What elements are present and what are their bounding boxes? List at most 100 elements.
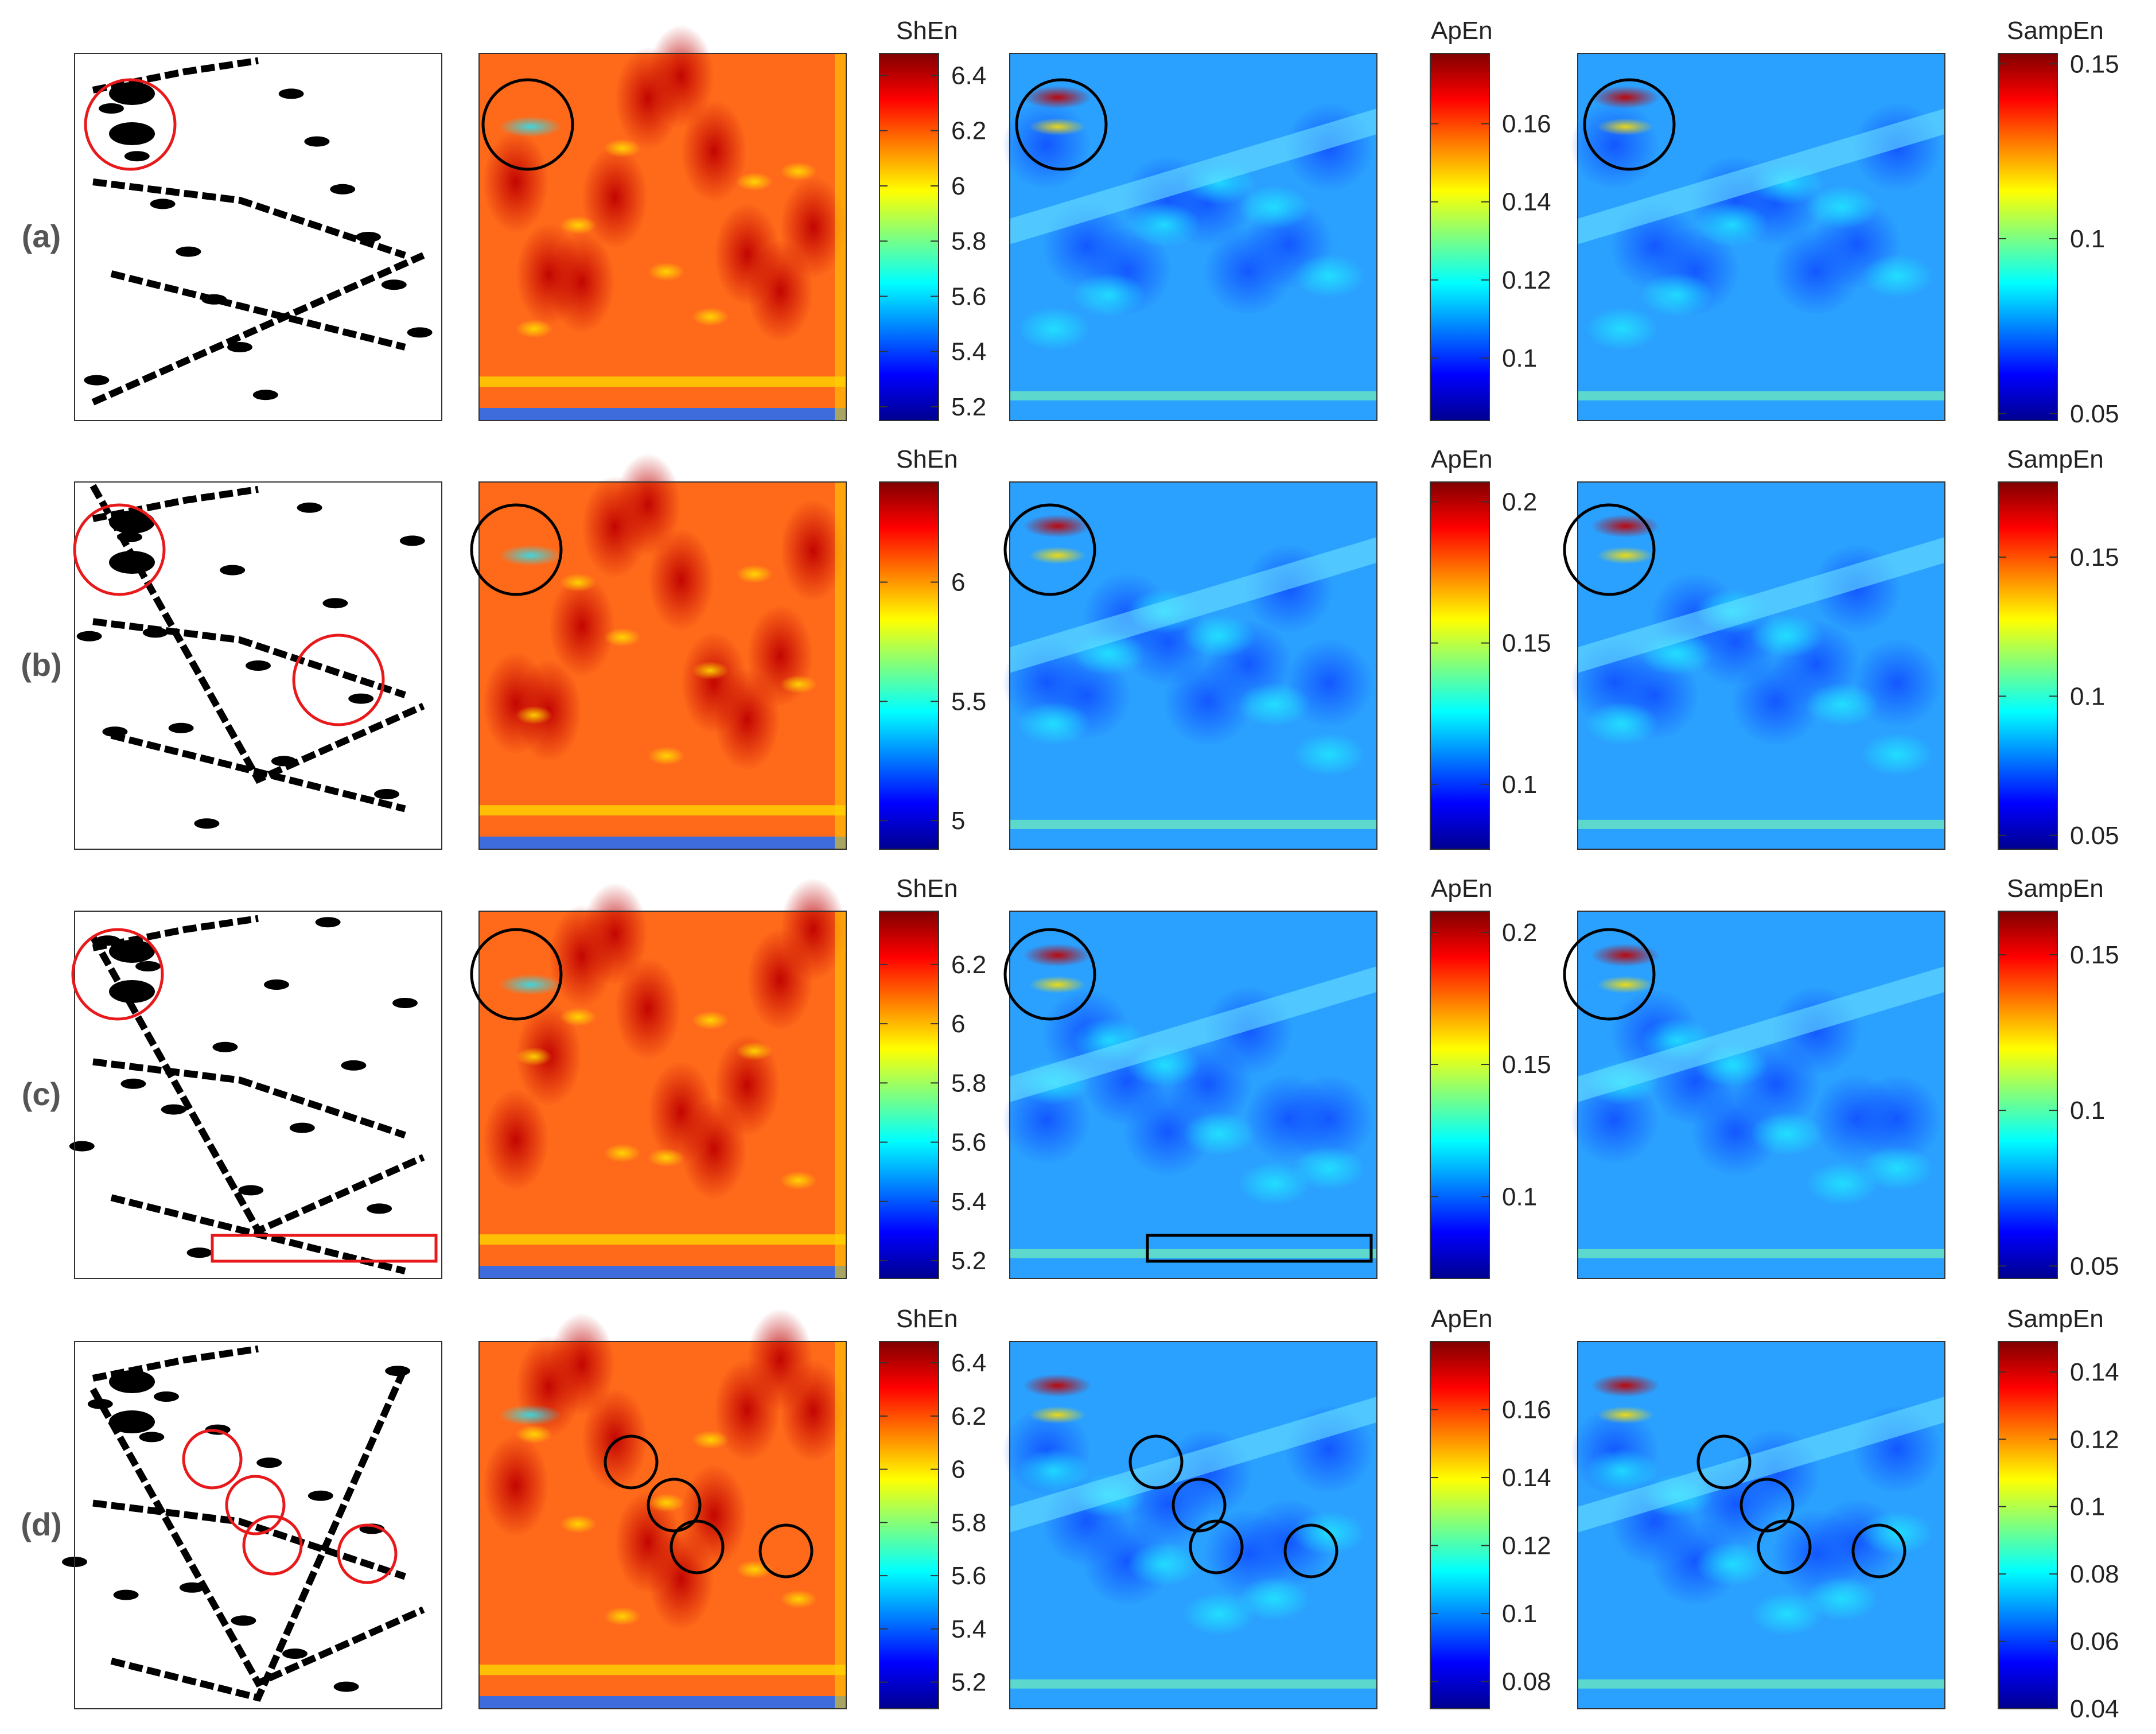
cyan-region <box>1805 1161 1879 1206</box>
binary-blob <box>227 342 252 352</box>
binary-streak <box>91 252 425 406</box>
hot-region <box>614 957 681 1060</box>
cyan-region <box>1640 273 1714 317</box>
colorbar-tick-label: 0.06 <box>2070 1628 2119 1656</box>
highlight-circle <box>1696 1434 1752 1490</box>
warm-streak <box>604 139 641 158</box>
cool-streak <box>499 1405 562 1425</box>
highlight-circle <box>470 928 563 1021</box>
binary-panel <box>69 911 442 1279</box>
colorbar-tick-label: 6 <box>951 1010 965 1038</box>
hot-region <box>681 1464 748 1567</box>
cool-region <box>1853 1075 1941 1163</box>
warm-streak <box>516 1425 552 1444</box>
warm-band <box>479 805 846 816</box>
highlight-circle <box>1172 1478 1227 1533</box>
warm-band <box>479 376 846 387</box>
warm-streak <box>1597 118 1655 135</box>
binary-blob <box>99 103 124 114</box>
warm-streak <box>780 675 817 694</box>
binary-streak <box>110 1366 408 1702</box>
cyan-region <box>1750 613 1824 658</box>
colorbar-title-apen: ApEn <box>1431 874 1493 903</box>
highlight-circle <box>604 1434 659 1490</box>
binary-streak <box>110 270 406 351</box>
warm-streak <box>1597 976 1655 993</box>
warm-streak <box>559 573 597 592</box>
warm-streak <box>648 262 685 281</box>
highlight-box <box>211 1234 438 1263</box>
colorbar-tick-label: 0.08 <box>1502 1668 1551 1696</box>
binary-blob <box>399 535 425 546</box>
cyan-region <box>1237 1161 1311 1206</box>
diagonal-band <box>1010 1397 1377 1533</box>
warm-streak <box>559 216 597 235</box>
highlight-circle <box>1003 503 1096 596</box>
heatmap-apen <box>1002 481 1377 850</box>
binary-blob <box>315 917 341 928</box>
colorbar-tick-label: 5.8 <box>951 227 986 255</box>
binary-blob <box>201 294 227 305</box>
colorbar-title-apen: ApEn <box>1431 17 1493 45</box>
cool-bottom-band <box>479 1266 846 1278</box>
colorbar-tick-label: 5.6 <box>951 1562 986 1590</box>
colorbar-apen <box>1430 53 1490 421</box>
cyan-region <box>1017 701 1091 746</box>
heatmap-frame <box>1009 911 1377 1279</box>
heatmap-shen <box>470 878 847 1279</box>
hot-streak <box>1023 514 1092 538</box>
diagonal-band <box>1010 966 1377 1102</box>
colorbar-tick-label: 0.15 <box>1502 1051 1551 1079</box>
cool-bottom-band <box>479 408 846 421</box>
colorbar-tick-label: 0.1 <box>2070 1493 2105 1521</box>
highlight-circle <box>670 1519 725 1574</box>
cool-region <box>1570 101 1659 189</box>
binary-blob <box>330 184 356 195</box>
hot-region <box>582 146 648 249</box>
binary-blob <box>117 532 142 542</box>
heatmap-frame <box>1577 53 1945 421</box>
warm-streak <box>736 1041 773 1060</box>
hot-streak <box>1023 943 1092 967</box>
binary-blob <box>289 1122 315 1133</box>
hot-region <box>780 499 846 602</box>
hot-region <box>548 574 615 678</box>
warm-band <box>1578 391 1945 401</box>
colorbar-tick-label: 5.2 <box>951 1247 986 1275</box>
colorbar-tick-label: 0.1 <box>1502 344 1537 372</box>
colorbar-title-shen: ShEn <box>896 1305 958 1333</box>
colorbar-title-apen: ApEn <box>1431 445 1493 473</box>
highlight-circle <box>182 1429 243 1490</box>
warm-streak <box>516 1047 552 1066</box>
cool-region <box>1002 101 1091 189</box>
hot-region <box>681 99 748 203</box>
warm-streak <box>1597 1406 1655 1424</box>
heatmap-sampen <box>1563 911 1945 1279</box>
highlight-circle <box>1739 1478 1795 1533</box>
cool-streak <box>499 116 562 137</box>
colorbar-title-sampen: SampEn <box>2007 445 2104 473</box>
heatmap-apen <box>1002 53 1377 421</box>
heatmap-frame <box>1009 481 1377 850</box>
binary-blob <box>282 1649 308 1659</box>
binary-blob <box>109 1370 155 1393</box>
highlight-circle <box>758 1523 814 1579</box>
diagonal-band <box>1578 108 1945 244</box>
colorbar-title-shen: ShEn <box>896 445 958 473</box>
colorbar-tick-label: 5 <box>951 807 965 835</box>
hot-region <box>582 1387 648 1491</box>
warm-streak <box>780 1589 817 1608</box>
warm-band <box>1010 1249 1377 1258</box>
warm-band <box>1010 819 1377 829</box>
binary-blob <box>109 980 155 1003</box>
hot-region <box>482 1088 549 1192</box>
cyan-region <box>1695 203 1769 247</box>
binary-streak <box>92 618 406 698</box>
warm-streak <box>648 747 685 765</box>
colorbar-tick-label: 6.2 <box>951 951 986 979</box>
colorbar-tick-label: 0.1 <box>2070 225 2105 253</box>
binary-blob <box>271 756 297 767</box>
colorbar-title-shen: ShEn <box>896 17 958 45</box>
binary-blob <box>367 1203 392 1214</box>
